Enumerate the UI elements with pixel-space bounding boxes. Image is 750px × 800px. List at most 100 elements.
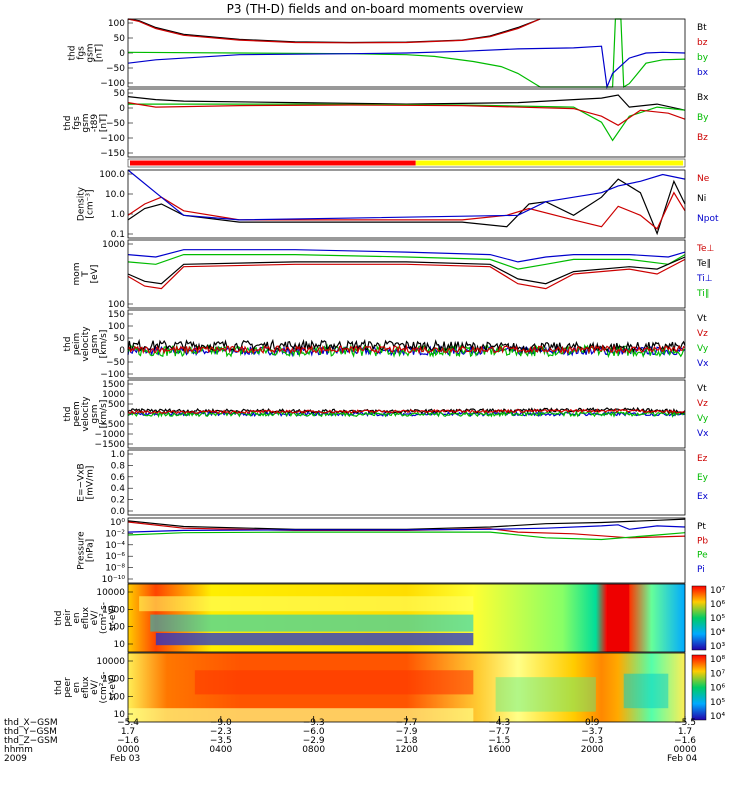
panel-6-ytick-label: −1500: [95, 440, 126, 450]
panel-4-ylabel: mom: [72, 262, 82, 285]
panel-5-ytick-label: 0: [119, 346, 125, 356]
panel-3-ytick-label: 100.0: [99, 170, 125, 180]
panel-10-ylabel: sr-eV): [108, 674, 118, 700]
panel-3-ylabel: [cm⁻³]: [86, 189, 96, 218]
panel-4-series-te: [127, 258, 686, 290]
panel-2-ylabel: thd: [63, 116, 73, 131]
panel-8-legend-2: Pb: [697, 536, 708, 546]
panel-9-colorbar-label: 10³: [710, 642, 725, 652]
panel-1-series-bz: [127, 18, 541, 44]
panel-2-series-bx: [127, 94, 686, 111]
footer-value: 1.7: [677, 727, 693, 737]
panel-2-ylabel: -t89: [90, 114, 100, 133]
panel-3-ytick-label: 1.0: [111, 210, 126, 220]
panel-7-ytick-label: 0.8: [111, 461, 126, 471]
panel-2-legend-3: Bz: [697, 133, 708, 143]
panel-5-legend-2: Vz: [697, 329, 708, 339]
panel-7-ytick-label: 0.0: [111, 507, 126, 517]
panel-10-ylabel: eflux: [81, 676, 91, 699]
panel-10-ytick-label: 10: [114, 710, 126, 720]
panel-6-ytick-label: 0: [119, 410, 125, 420]
panel-1-series-bx: [127, 45, 686, 90]
footer-row-label: 2009: [4, 754, 27, 764]
panel-1-ylabel: fgs: [77, 46, 87, 60]
panel-5-ylabel: peim: [72, 333, 82, 356]
panel-6-ylabel: peem: [72, 401, 82, 427]
panel-8-ytick-label: 10⁻¹⁰: [102, 575, 126, 585]
panel-9-ytick-label: 100: [108, 623, 125, 633]
panel-9-frame: [127, 583, 686, 653]
panel-2-ylabel: fgs: [72, 116, 82, 130]
panel-7-legend-2: Ey: [697, 473, 709, 483]
footer-value: −9.3: [302, 718, 325, 728]
panel-10-ytick-label: 1000: [102, 675, 125, 685]
panel-1-series-by: [127, 18, 686, 89]
panel-8-frame: [127, 517, 686, 584]
panel-8-ytick-label: 10⁻⁶: [105, 552, 125, 562]
panel-3-ytick-label: 0.1: [111, 230, 125, 240]
panel-10-colorbar-label: 10⁵: [710, 698, 725, 708]
panel-4-ylabel: T: [81, 271, 91, 278]
panel-5-ytick-label: −50: [106, 358, 125, 368]
footer-value: −5.5: [674, 718, 696, 728]
footer-value: −7.7: [395, 718, 418, 728]
panel-6-ytick-label: 1500: [102, 380, 125, 390]
panel-8-legend-1: Pt: [697, 522, 706, 532]
orbit-bar-region-left: [130, 160, 416, 166]
panel-4-legend-1: Te⊥: [696, 244, 715, 254]
footer-value: 0000: [116, 745, 140, 755]
panel-5-ylabel: [km/s]: [99, 330, 109, 359]
panel-3-legend-1: Ne: [697, 174, 710, 184]
panel-2-ytick-label: −100: [100, 134, 125, 144]
panel-1-ytick-label: 0: [119, 49, 125, 59]
panel-10-heatmap-band: [495, 677, 596, 712]
panel-6-series-vz: [127, 408, 686, 415]
panel-10-ylabel: peer: [63, 677, 73, 698]
panel-6-ylabel: velocity: [81, 396, 91, 432]
panel-10-ytick-label: 10000: [96, 657, 125, 667]
panel-4-series-ti: [127, 254, 686, 270]
footer-value: 0000: [673, 745, 697, 755]
panel-10-ylabel: thd: [54, 680, 64, 695]
panel-9-ylabel: sr-eV): [108, 605, 118, 631]
footer-value: −7.7: [488, 727, 511, 737]
footer-value: −7.9: [395, 727, 418, 737]
panel-8-ytick-label: 10⁰: [110, 518, 125, 528]
panel-5-legend-3: Vy: [697, 344, 709, 354]
panel-5-ytick-label: −100: [100, 370, 125, 380]
panel-9-heatmap-band: [139, 596, 474, 612]
panel-6-ytick-label: −1000: [95, 430, 126, 440]
panel-7-ylabel: E=−VxB: [77, 463, 87, 501]
panel-10-ylabel: en: [72, 682, 82, 693]
panel-1-legend-4: bx: [697, 68, 709, 78]
footer-value: −5.4: [117, 718, 139, 728]
footer-value: −3.7: [581, 727, 604, 737]
panel-3-ytick-label: 10.0: [105, 190, 125, 200]
panel-9-colorbar-label: 10⁶: [710, 600, 725, 610]
panel-9-heatmap-band: [607, 584, 630, 652]
panel-8-series-pi: [127, 524, 686, 533]
panel-9-colorbar: [691, 585, 707, 651]
panel-6-ylabel: thd: [63, 407, 73, 422]
panel-1-ytick-label: 100: [108, 19, 125, 29]
panel-3-ylabel: Density: [77, 186, 87, 221]
panel-7-ytick-label: 0.4: [111, 484, 126, 494]
panel-1-ylabel: gsm: [86, 43, 96, 62]
panel-6-ytick-label: 1000: [102, 390, 125, 400]
panel-9-heatmap-band: [155, 632, 474, 646]
panel-10-heatmap-band: [128, 708, 474, 722]
panel-2-series-bz: [127, 102, 686, 127]
panel-5-ylabel: velocity: [81, 326, 91, 362]
footer-value: −0.3: [581, 736, 604, 746]
panel-3-frame: [127, 169, 686, 239]
panel-8-series-pe: [127, 531, 686, 541]
footer-value: 1200: [395, 745, 418, 755]
panel-2-ytick-label: 50: [114, 89, 126, 99]
panel-5-frame: [127, 309, 686, 379]
panel-10-ylabel: (cm²-s-: [99, 671, 109, 703]
footer-value: Feb 04: [667, 754, 698, 764]
panel-3-series-ni: [127, 178, 686, 236]
footer-value: Feb 03: [110, 754, 141, 764]
panel-7-ylabel: [mV/m]: [86, 466, 96, 500]
